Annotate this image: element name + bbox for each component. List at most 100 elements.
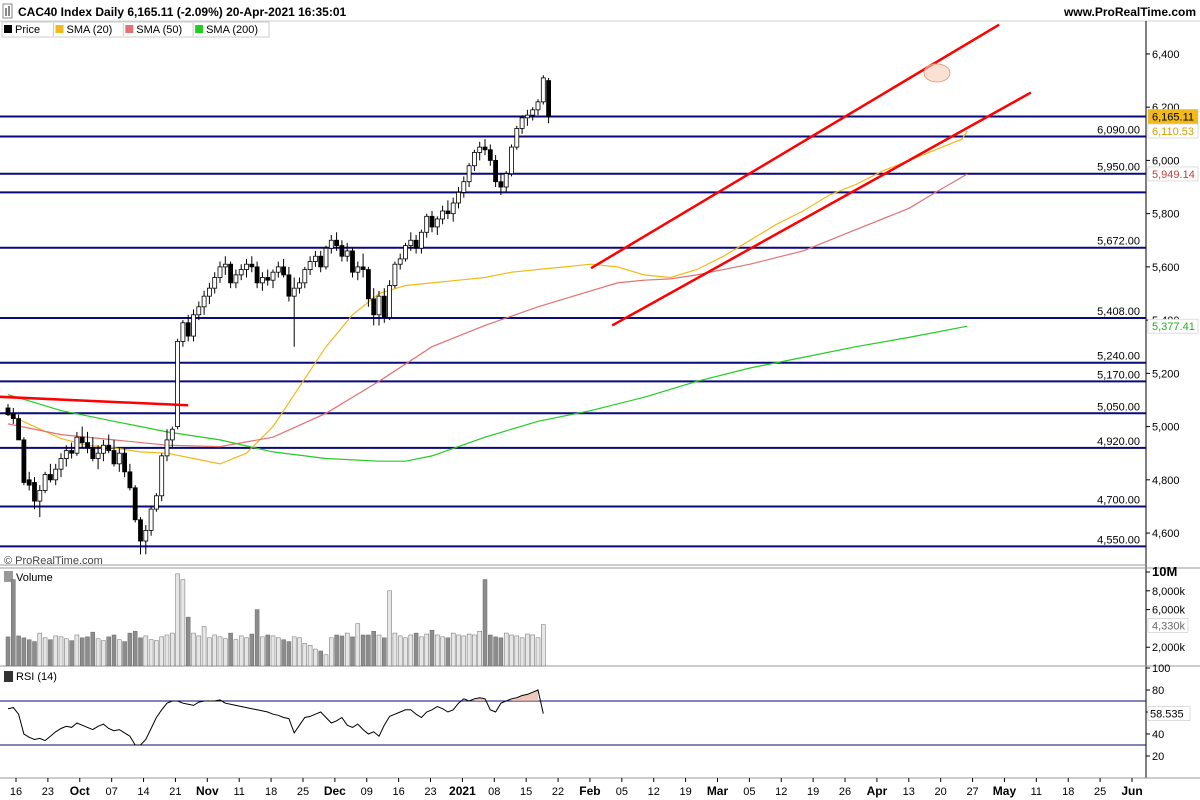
volume-bar-0	[5, 636, 11, 667]
sma-line-2	[7, 325, 968, 462]
rsi-tick-label-4: 20	[1152, 751, 1164, 763]
x-tick-label-30: 27	[966, 786, 978, 798]
volume-bar-26	[143, 635, 149, 667]
volume-bar-75	[403, 637, 408, 667]
rsi-panel[interactable]	[0, 689, 1146, 746]
trendline-0	[0, 395, 189, 407]
candle-body-27	[148, 508, 154, 531]
last-value-box-3	[1147, 318, 1199, 334]
candle-12	[69, 442, 74, 459]
x-tick-label-23: 05	[743, 786, 755, 798]
volume-bar-8	[48, 639, 53, 667]
candle-50	[270, 269, 276, 289]
candle-body-60	[323, 247, 329, 268]
volume-bar-29	[159, 636, 164, 667]
volume-bar-32	[175, 573, 180, 667]
volume-bar-99	[530, 634, 535, 667]
candle-3	[21, 437, 27, 486]
volume-bar-22	[122, 641, 127, 667]
volume-bar-87	[466, 633, 472, 667]
candle-20	[111, 439, 117, 467]
candle-95	[509, 144, 514, 177]
candle-body-76	[408, 239, 414, 246]
candle-86	[461, 176, 467, 198]
volume-bars[interactable]	[5, 573, 546, 667]
level-label-6: 5,240.00	[1097, 351, 1140, 363]
candle-17	[95, 445, 101, 470]
price-tick-label-9: 4,600	[1152, 528, 1180, 540]
candle-65	[350, 248, 355, 278]
site-url[interactable]: www.ProRealTime.com	[1063, 5, 1196, 19]
candle-41	[222, 256, 228, 275]
rsi-line	[7, 689, 544, 746]
volume-bar-4	[26, 639, 32, 667]
candle-body-62	[334, 239, 340, 246]
candle-body-16	[90, 447, 96, 459]
candle-0	[5, 403, 11, 416]
volume-bar-14	[79, 637, 85, 667]
volume-bar-41	[223, 638, 228, 667]
volume-axis: 10M 8,000k 6,000k 4,330k 2,000k	[1146, 564, 1189, 654]
candle-6	[37, 485, 43, 518]
candle-58	[312, 250, 318, 267]
volume-bar-12	[69, 640, 74, 667]
candle-94	[503, 171, 509, 193]
volume-bar-15	[85, 636, 90, 667]
candle-42	[228, 261, 234, 289]
volume-bar-93	[498, 637, 504, 667]
candle-body-19	[106, 444, 112, 451]
candle-body-25	[138, 519, 143, 542]
candle-49	[265, 269, 271, 286]
level-label-5: 5,408.00	[1097, 306, 1140, 318]
volume-bar-71	[382, 637, 387, 667]
candle-29	[159, 453, 165, 502]
x-tick-label-25: 19	[807, 786, 819, 798]
volume-bar-68	[366, 634, 371, 667]
candle-8	[48, 463, 53, 483]
volume-bar-50	[270, 635, 276, 667]
candle-40	[217, 261, 223, 283]
x-tick-label-14: 2021	[449, 784, 476, 798]
x-tick-label-24: 12	[775, 786, 787, 798]
chart-type-icon[interactable]	[2, 3, 13, 19]
volume-bar-19	[106, 636, 111, 667]
candle-body-4	[26, 479, 32, 486]
candle-body-41	[222, 263, 228, 268]
volume-bar-67	[360, 634, 366, 667]
volume-bar-73	[392, 632, 398, 667]
candle-51	[275, 261, 281, 278]
candle-87	[466, 163, 472, 188]
candle-63	[339, 240, 345, 262]
candle-body-38	[206, 287, 212, 297]
price-panel[interactable]: 6,090.00 5,950.00 5,672.00 5,408.00 5,240.00…	[0, 23, 1146, 555]
candle-body-33	[180, 322, 186, 342]
candle-body-83	[445, 210, 451, 215]
last-value-label-0: 6,165.11	[1152, 111, 1194, 123]
candle-85	[456, 187, 461, 209]
rsi-label: RSI (14)	[16, 671, 57, 683]
volume-tick-label-4: 2,000k	[1152, 642, 1186, 654]
candle-81	[434, 216, 440, 235]
trendline-2	[611, 91, 1032, 327]
candle-body-12	[69, 450, 74, 454]
volume-bar-38	[207, 637, 212, 667]
price-legend: Price SMA (20) SMA (50) SMA (200)	[1, 21, 270, 38]
candle-30	[164, 429, 170, 462]
candle-89	[477, 141, 483, 161]
x-tick-label-27: Apr	[867, 784, 888, 798]
candle-25	[138, 517, 143, 555]
volume-bar-79	[424, 633, 429, 667]
candle-body-52	[281, 266, 287, 276]
candle-88	[471, 149, 477, 172]
x-tick-label-21: 19	[679, 786, 691, 798]
volume-bar-51	[276, 637, 281, 667]
candle-body-101	[540, 77, 546, 103]
candle-97	[519, 115, 525, 134]
volume-bar-23	[127, 632, 133, 667]
x-tick-label-22: Mar	[707, 784, 729, 798]
legend-swatch-2	[125, 25, 134, 33]
candle-45	[244, 258, 249, 278]
candle-57	[307, 256, 313, 275]
x-tick-label-19: 05	[616, 786, 628, 798]
volume-bar-46	[249, 633, 255, 667]
